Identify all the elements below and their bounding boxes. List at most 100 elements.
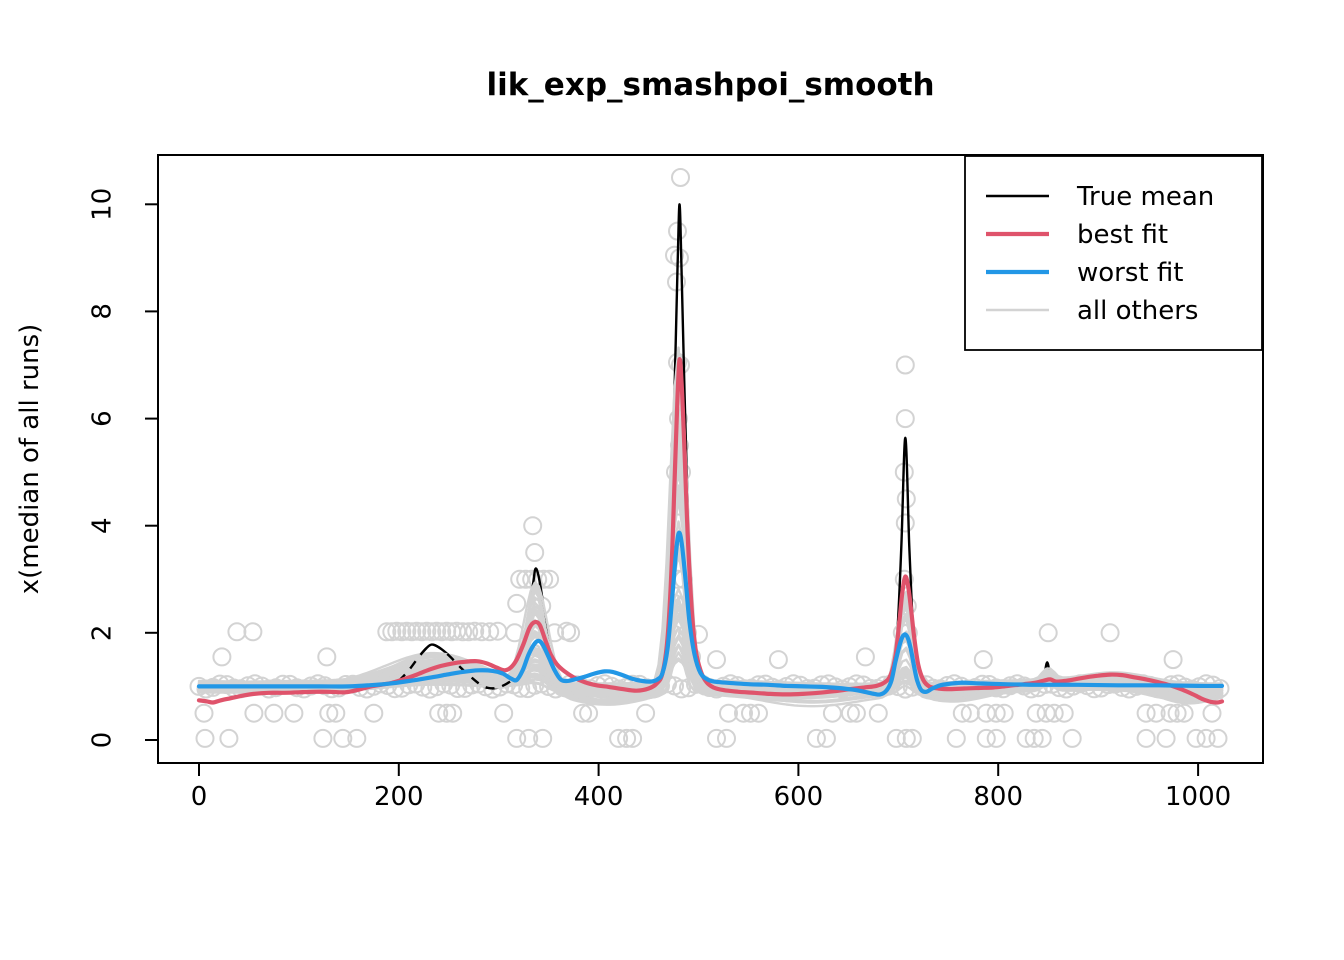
scatter-point [313, 728, 333, 748]
scatter-point [465, 621, 485, 641]
scatter-point [1202, 703, 1222, 723]
scatter-point [609, 728, 629, 748]
scatter-point [617, 728, 637, 748]
scatter-point [976, 703, 996, 723]
scatter-point [670, 248, 689, 268]
scatter-point [243, 622, 263, 642]
others-line [197, 346, 1224, 697]
scatter-point [519, 728, 539, 748]
scatter-point [195, 728, 215, 748]
scatter-point [507, 593, 527, 613]
scatter-point [822, 703, 842, 723]
scatter-point [986, 703, 1006, 723]
scatter-point [1163, 650, 1183, 670]
scatter-point [1156, 728, 1176, 748]
y-tick-label: 8 [88, 303, 118, 320]
scatter-point [994, 703, 1014, 723]
scatter-point [227, 622, 247, 642]
scatter-point [377, 622, 397, 642]
others-line [197, 484, 1224, 696]
scatter-point [561, 623, 581, 643]
scatter-point [672, 679, 691, 699]
others-line [197, 466, 1224, 705]
scatter-point [895, 409, 915, 429]
legend-label: True mean [1076, 182, 1214, 212]
x-tick-label: 800 [973, 782, 1023, 812]
scatter-point [895, 355, 915, 375]
legend-label: best fit [1077, 220, 1168, 250]
scatter-point [453, 622, 473, 642]
y-tick-label: 10 [88, 188, 118, 221]
best-fit-line [196, 357, 1225, 705]
others-line [197, 484, 1224, 704]
scatter-point [806, 728, 826, 748]
others-line [197, 450, 1224, 703]
scatter-point [573, 703, 593, 723]
scatter-point [952, 703, 972, 723]
others-line [197, 411, 1224, 706]
scatter-point [534, 569, 554, 589]
scatter-point [317, 647, 337, 667]
scatter-point [976, 728, 996, 748]
legend-label: all others [1077, 296, 1198, 326]
scatter-point [1024, 728, 1044, 748]
x-tick-label: 600 [774, 782, 824, 812]
scatter-point [868, 703, 888, 723]
scatter-point [326, 703, 346, 723]
y-tick-label: 0 [88, 732, 118, 749]
scatter-point [741, 703, 760, 723]
scatter-point [973, 650, 993, 670]
scatter-point [896, 728, 916, 748]
x-tick-label: 400 [574, 782, 624, 812]
scatter-point [459, 622, 479, 642]
scatter-point [717, 728, 736, 748]
scatter-point [540, 569, 560, 589]
scatter-point [437, 703, 457, 723]
legend-box [964, 155, 1263, 351]
scatter-point [707, 728, 726, 748]
others-line [197, 354, 1224, 703]
others-line [197, 427, 1224, 698]
scatter-point [319, 703, 339, 723]
y-tick-label: 2 [88, 625, 118, 642]
scatter-point [902, 728, 922, 748]
scatter-point [636, 703, 656, 723]
scatter-point [347, 728, 367, 748]
scatter-point [895, 513, 915, 533]
others-line [197, 365, 1224, 701]
scatter-point [671, 168, 690, 187]
others-line [197, 429, 1224, 703]
scatter-point [494, 703, 514, 723]
scatter-point [1044, 703, 1064, 723]
scatter-point [194, 703, 214, 723]
legend-label: worst fit [1077, 258, 1183, 288]
scatter-point [333, 728, 353, 748]
scatter-point [946, 728, 966, 748]
y-tick-label: 6 [88, 410, 118, 427]
scatter-point [1146, 703, 1166, 723]
scatter-point [886, 728, 906, 748]
scatter-point [443, 703, 463, 723]
scatter-point [734, 703, 753, 723]
scatter-point [986, 728, 1006, 748]
scatter-point [1054, 703, 1074, 723]
scatter-point [1167, 703, 1187, 723]
scatter-point [623, 728, 643, 748]
scatter-point [846, 703, 866, 723]
y-tick-label: 4 [88, 517, 118, 534]
others-line [197, 485, 1224, 705]
scatter-point [749, 703, 768, 723]
scatter-point [855, 647, 875, 667]
scatter-point [364, 703, 384, 723]
scatter-point [1136, 703, 1156, 723]
scatter-point [525, 543, 545, 562]
scatter-point [1174, 703, 1194, 723]
scatter-point [1038, 623, 1058, 643]
others-line [197, 520, 1224, 701]
plot-title: lik_exp_smashpoi_smooth [486, 67, 934, 103]
scatter-point [896, 489, 916, 509]
others-line [197, 552, 1224, 697]
y-axis-label: x(median of all runs) [15, 324, 45, 595]
